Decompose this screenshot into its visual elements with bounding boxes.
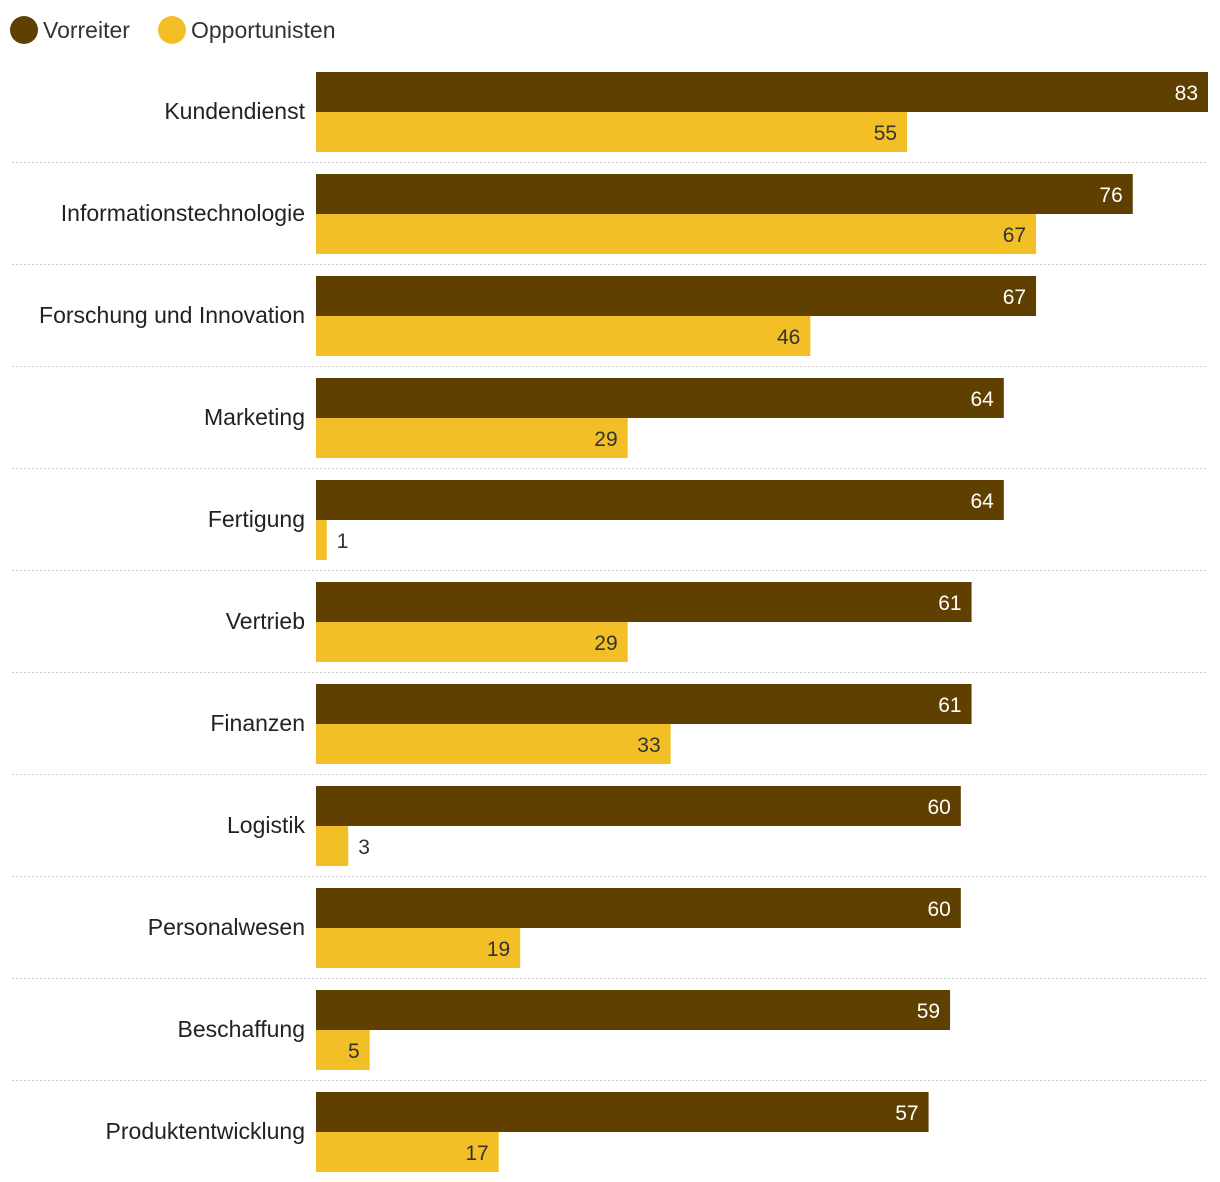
value-label-vorreiter-informationstechnologie: 76 bbox=[1099, 184, 1122, 207]
bar-vorreiter-logistik bbox=[316, 786, 961, 826]
bar-opportunisten-kundendienst bbox=[316, 112, 908, 152]
legend-swatch-vorreiter bbox=[10, 16, 38, 44]
value-label-opportunisten-finanzen: 33 bbox=[637, 734, 660, 757]
bar-opportunisten-produktentwicklung bbox=[316, 1132, 499, 1172]
category-label-fertigung: Fertigung bbox=[208, 506, 305, 532]
bar-vorreiter-kundendienst bbox=[316, 72, 1208, 112]
category-label-vertrieb: Vertrieb bbox=[226, 608, 305, 634]
value-label-opportunisten-kundendienst: 55 bbox=[874, 122, 897, 145]
bar-opportunisten-vertrieb bbox=[316, 622, 628, 662]
bar-opportunisten-informationstechnologie bbox=[316, 214, 1037, 254]
value-labels: 83 55 76 67 67 46 64 29 64 1 61 29 61 33 60 3 60 19 59 5 57 1… bbox=[337, 82, 1198, 1165]
value-label-vorreiter-logistik: 60 bbox=[927, 796, 950, 819]
value-label-vorreiter-produktentwicklung: 57 bbox=[895, 1102, 918, 1125]
value-label-vorreiter-fertigung: 64 bbox=[970, 490, 994, 513]
category-label-produktentwicklung: Produktentwicklung bbox=[106, 1118, 305, 1144]
bar-vorreiter-informationstechnologie bbox=[316, 174, 1133, 214]
bar-vorreiter-fertigung bbox=[316, 480, 1004, 520]
bar-vorreiter-produktentwicklung bbox=[316, 1092, 929, 1132]
bars bbox=[316, 72, 1208, 1172]
legend-label-vorreiter: Vorreiter bbox=[43, 17, 130, 43]
value-label-opportunisten-logistik: 3 bbox=[358, 836, 370, 859]
category-labels: Kundendienst Informationstechnologie Forsc… bbox=[39, 98, 306, 1144]
bar-opportunisten-beschaffung bbox=[316, 1030, 370, 1070]
value-label-opportunisten-marketing: 29 bbox=[594, 428, 617, 451]
legend-swatch-opportunisten bbox=[158, 16, 186, 44]
row-separators bbox=[12, 162, 1208, 1081]
value-label-opportunisten-beschaffung: 5 bbox=[348, 1040, 360, 1063]
value-label-vorreiter-forschung-und-innovation: 67 bbox=[1003, 286, 1026, 309]
category-label-informationstechnologie: Informationstechnologie bbox=[61, 200, 305, 226]
value-label-opportunisten-fertigung: 1 bbox=[337, 530, 349, 553]
bar-opportunisten-forschung-und-innovation bbox=[316, 316, 811, 356]
legend: Vorreiter Opportunisten bbox=[10, 16, 335, 44]
category-label-logistik: Logistik bbox=[227, 812, 305, 838]
bar-vorreiter-forschung-und-innovation bbox=[316, 276, 1037, 316]
bar-opportunisten-personalwesen bbox=[316, 928, 521, 968]
value-label-opportunisten-personalwesen: 19 bbox=[487, 938, 510, 961]
bar-vorreiter-personalwesen bbox=[316, 888, 961, 928]
value-label-vorreiter-beschaffung: 59 bbox=[917, 1000, 940, 1023]
category-label-marketing: Marketing bbox=[204, 404, 305, 430]
category-label-beschaffung: Beschaffung bbox=[178, 1016, 305, 1042]
category-label-kundendienst: Kundendienst bbox=[164, 98, 305, 124]
value-label-vorreiter-personalwesen: 60 bbox=[927, 898, 950, 921]
value-label-opportunisten-forschung-und-innovation: 46 bbox=[777, 326, 800, 349]
value-label-vorreiter-kundendienst: 83 bbox=[1175, 82, 1198, 105]
bar-opportunisten-marketing bbox=[316, 418, 628, 458]
bar-opportunisten-logistik bbox=[316, 826, 349, 866]
value-label-opportunisten-informationstechnologie: 67 bbox=[1003, 224, 1026, 247]
bar-vorreiter-beschaffung bbox=[316, 990, 951, 1030]
value-label-opportunisten-vertrieb: 29 bbox=[594, 632, 617, 655]
bar-vorreiter-finanzen bbox=[316, 684, 972, 724]
bar-vorreiter-marketing bbox=[316, 378, 1004, 418]
legend-label-opportunisten: Opportunisten bbox=[191, 17, 335, 43]
bar-vorreiter-vertrieb bbox=[316, 582, 972, 622]
bar-opportunisten-finanzen bbox=[316, 724, 671, 764]
value-label-vorreiter-vertrieb: 61 bbox=[938, 592, 961, 615]
category-label-forschung-und-innovation: Forschung und Innovation bbox=[39, 302, 305, 328]
bar-opportunisten-fertigung bbox=[316, 520, 327, 560]
value-label-vorreiter-finanzen: 61 bbox=[938, 694, 961, 717]
value-label-vorreiter-marketing: 64 bbox=[970, 388, 994, 411]
category-label-finanzen: Finanzen bbox=[210, 710, 305, 736]
value-label-opportunisten-produktentwicklung: 17 bbox=[465, 1142, 488, 1165]
category-label-personalwesen: Personalwesen bbox=[148, 914, 305, 940]
